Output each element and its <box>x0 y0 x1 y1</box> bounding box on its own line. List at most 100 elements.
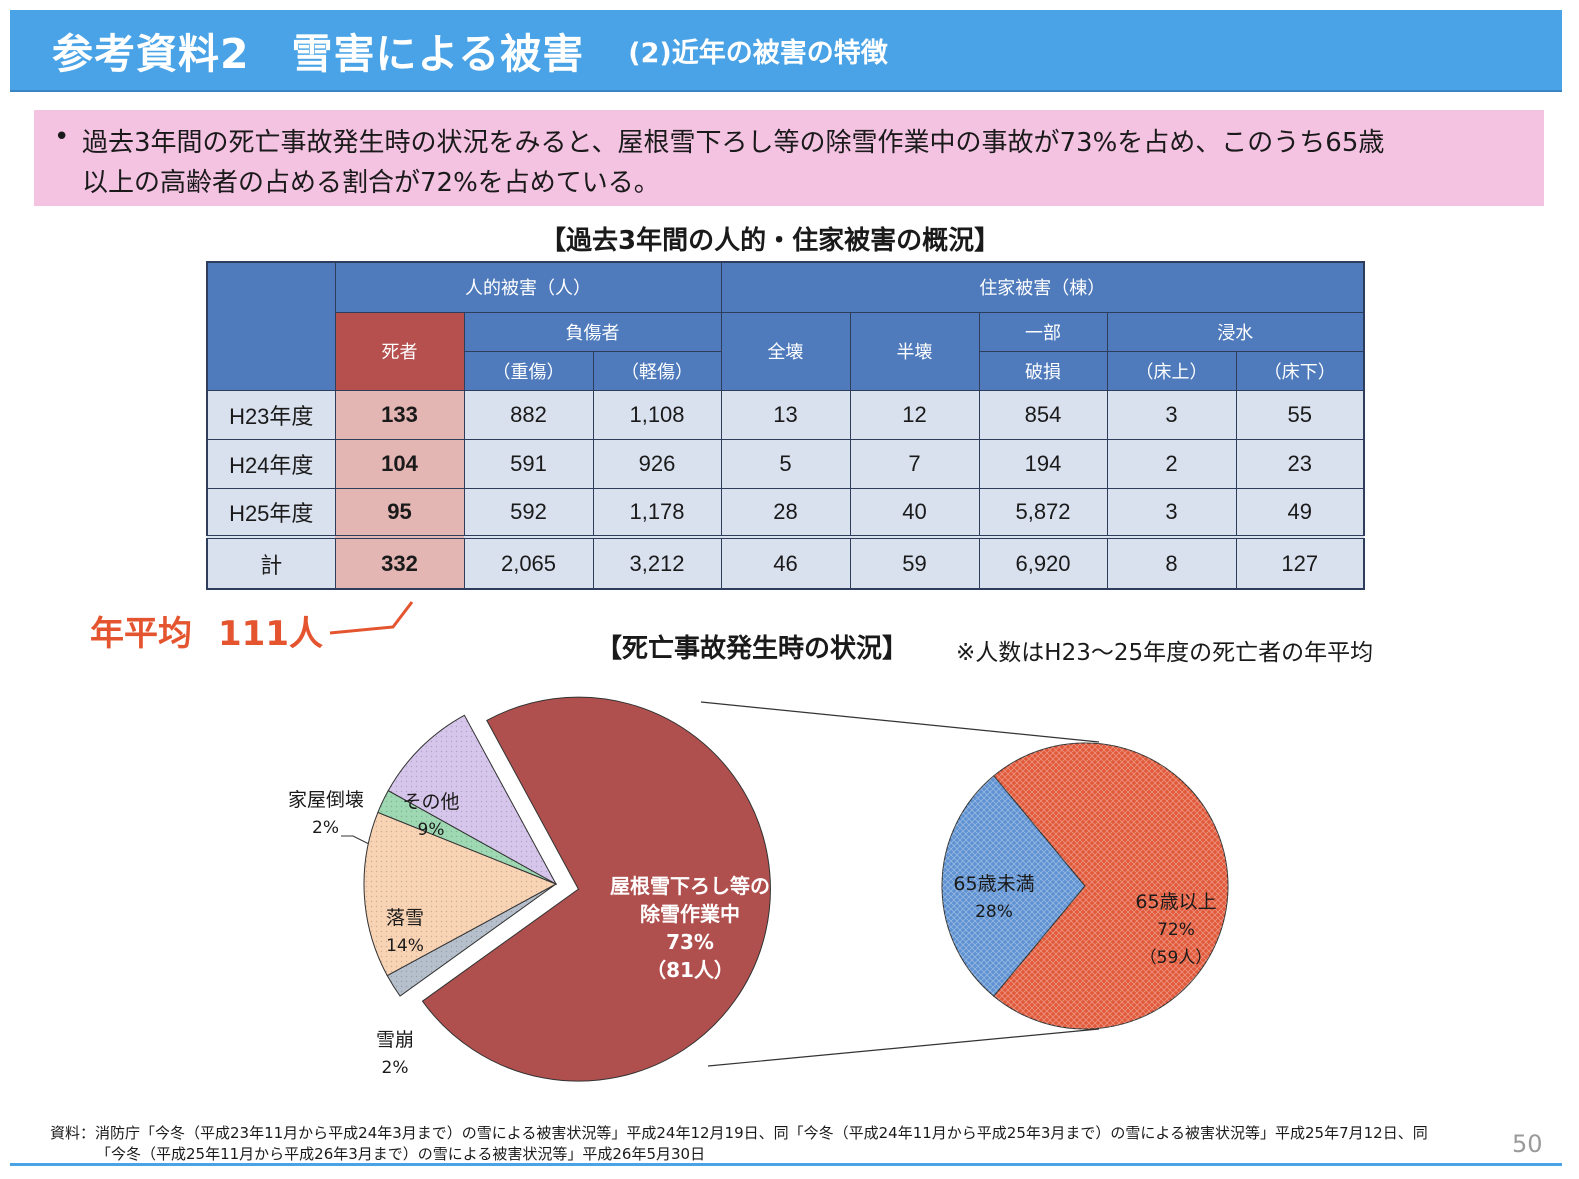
average-callout-line <box>329 601 414 635</box>
page-title: 参考資料2 雪害による被害 <box>52 30 585 78</box>
label-65-plus-count: （59人） <box>1139 948 1213 968</box>
label-falling-snow: 落雪 14% <box>370 904 440 960</box>
label-other-name: その他 <box>402 791 460 813</box>
pie-slice-texture <box>993 743 1228 1029</box>
pie-slice-texture <box>377 790 556 884</box>
header-partial-bottom: 破損 <box>978 350 1108 391</box>
cell: 49 <box>1235 487 1365 538</box>
header-flood: 浸水 <box>1106 311 1365 352</box>
cell-dead: 104 <box>334 438 465 489</box>
cell: 7 <box>849 438 980 489</box>
cell: 2 <box>1106 438 1237 489</box>
cell: 8 <box>1106 535 1237 590</box>
pie-slice-texture <box>941 775 1085 997</box>
cell: 592 <box>463 487 594 538</box>
header-total-collapse: 全壊 <box>720 311 851 391</box>
label-house-collapse: 家屋倒壊 2% <box>276 786 376 842</box>
pie-slice-texture <box>387 884 556 997</box>
corner-cell <box>206 261 336 391</box>
pie-chart-age-breakdown <box>941 742 1229 1030</box>
cell-dead: 133 <box>334 389 465 440</box>
slide-header: 参考資料2 雪害による被害 (2)近年の被害の特徴 <box>10 10 1562 92</box>
label-house-collapse-pct: 2% <box>312 818 339 838</box>
label-under-65-name: 65歳未満 <box>953 873 1035 895</box>
cell: 127 <box>1235 535 1365 590</box>
pie-note: ※人数はH23～25年度の死亡者の年平均 <box>956 640 1374 666</box>
footer-divider <box>10 1163 1562 1166</box>
header-minor: （軽傷） <box>592 350 722 391</box>
cell: 3,212 <box>592 535 722 590</box>
header-human-damage: 人的被害（人） <box>334 261 722 313</box>
cell-dead: 95 <box>334 487 465 538</box>
page-number: 50 <box>1512 1130 1543 1158</box>
source-note: 資料：消防庁「今冬（平成23年11月から平成24年3月まで）の雪による被害状況等… <box>50 1123 1428 1165</box>
connector-line-bottom <box>707 1028 1100 1067</box>
cell: 854 <box>978 389 1108 440</box>
pie-slice-texture <box>364 812 556 976</box>
label-falling-snow-pct: 14% <box>386 936 424 956</box>
cell: 194 <box>978 438 1108 489</box>
cell-dead: 332 <box>334 535 465 590</box>
cell: 46 <box>720 535 851 590</box>
summary-line-1: 過去3年間の死亡事故発生時の状況をみると、屋根雪下ろし等の除雪作業中の事故が73… <box>82 128 1385 158</box>
cell: 1,108 <box>592 389 722 440</box>
label-other: その他 9% <box>386 788 476 844</box>
label-avalanche-pct: 2% <box>381 1058 409 1078</box>
header-dead: 死者 <box>334 311 465 391</box>
cell: 926 <box>592 438 722 489</box>
label-snow-removal-pct: 73% <box>666 930 714 954</box>
annual-average-value: 111人 <box>218 614 323 654</box>
label-snow-removal: 屋根雪下ろし等の除雪作業中 73% （81人） <box>600 872 780 984</box>
cell: 59 <box>849 535 980 590</box>
cell: 3 <box>1106 487 1237 538</box>
annual-average-label: 年平均 <box>90 614 192 654</box>
label-under-65-pct: 28% <box>975 902 1013 922</box>
cell: 28 <box>720 487 851 538</box>
label-65-plus-pct: 72% <box>1157 920 1195 940</box>
summary-line-2: 以上の高齢者の占める割合が72%を占めている。 <box>82 168 660 198</box>
label-house-collapse-name: 家屋倒壊 <box>287 789 364 811</box>
cell: 12 <box>849 389 980 440</box>
cell: 6,920 <box>978 535 1108 590</box>
label-under-65: 65歳未満 28% <box>944 870 1044 926</box>
header-injured: 負傷者 <box>463 311 722 352</box>
label-snow-removal-count: （81人） <box>646 958 734 982</box>
label-other-pct: 9% <box>417 820 445 840</box>
pie-slice-texture <box>388 715 556 884</box>
connector-line-top <box>700 701 1100 743</box>
pie-slice <box>421 696 771 1082</box>
leader-line-house-collapse <box>341 835 370 845</box>
header-above-floor: （床上） <box>1106 350 1237 391</box>
summary-box: • 過去3年間の死亡事故発生時の状況をみると、屋根雪下ろし等の除雪作業中の事故が… <box>34 110 1544 206</box>
annual-average: 年平均 111人 <box>90 606 323 655</box>
label-falling-snow-name: 落雪 <box>385 907 424 929</box>
cell: 2,065 <box>463 535 594 590</box>
header-house-damage: 住家被害（棟） <box>720 261 1365 313</box>
row-label: H24年度 <box>206 438 336 489</box>
header-half-collapse: 半壊 <box>849 311 980 391</box>
cell: 40 <box>849 487 980 538</box>
page-subtitle: (2)近年の被害の特徴 <box>628 37 888 69</box>
cell: 13 <box>720 389 851 440</box>
cell: 1,178 <box>592 487 722 538</box>
cell: 882 <box>463 389 594 440</box>
pie-title: 【死亡事故発生時の状況】 <box>596 634 909 664</box>
pie-chart-accident-situation <box>363 696 771 1082</box>
table-row: H25年度 95 592 1,178 28 40 5,872 3 49 <box>206 487 1365 538</box>
table-row: H24年度 104 591 926 5 7 194 2 23 <box>206 438 1365 489</box>
row-label: 計 <box>206 535 336 590</box>
table-row: H23年度 133 882 1,108 13 12 854 3 55 <box>206 389 1365 440</box>
label-avalanche-name: 雪崩 <box>375 1029 414 1051</box>
cell: 55 <box>1235 389 1365 440</box>
label-65-plus-name: 65歳以上 <box>1135 891 1217 913</box>
row-label: H23年度 <box>206 389 336 440</box>
table-title: 【過去3年間の人的・住家被害の概況】 <box>540 226 1001 256</box>
source-line-1: 資料：消防庁「今冬（平成23年11月から平成24年3月まで）の雪による被害状況等… <box>50 1124 1428 1142</box>
row-label: H25年度 <box>206 487 336 538</box>
bullet: • <box>54 122 70 152</box>
label-avalanche: 雪崩 2% <box>360 1026 430 1082</box>
label-65-plus: 65歳以上 72% （59人） <box>1126 888 1226 972</box>
cell: 591 <box>463 438 594 489</box>
header-serious: （重傷） <box>463 350 594 391</box>
